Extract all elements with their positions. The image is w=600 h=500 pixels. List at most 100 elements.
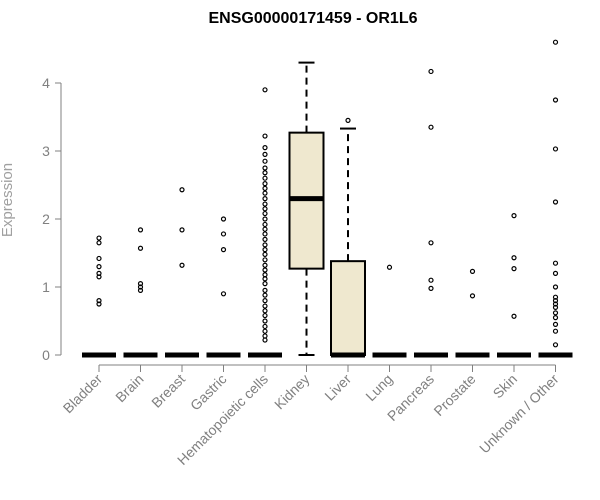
box-series <box>82 39 573 358</box>
outlier-point <box>262 281 268 287</box>
outlier-point <box>511 213 517 219</box>
outlier-point <box>262 216 268 222</box>
outlier-point <box>552 270 559 276</box>
outlier-point <box>262 236 268 242</box>
outlier-point <box>262 298 268 304</box>
outlier-point <box>262 333 268 339</box>
outlier-point <box>262 221 268 228</box>
outlier-point <box>428 124 434 130</box>
outlier-point <box>262 206 268 212</box>
y-tick-label: 3 <box>42 143 50 159</box>
outlier-point <box>262 262 268 268</box>
outlier-point <box>96 264 102 270</box>
x-tick-label: Kidney <box>271 371 313 413</box>
box-group-4 <box>248 87 282 358</box>
outlier-point <box>262 247 268 253</box>
x-tick-label: Breast <box>148 371 188 411</box>
outlier-point <box>262 226 268 232</box>
x-tick-label: Unknown / Other <box>476 371 562 457</box>
outlier-point <box>552 260 559 266</box>
outlier-point <box>262 175 268 181</box>
y-tick-label: 1 <box>42 279 50 295</box>
outlier-point <box>262 190 268 196</box>
outlier-point <box>137 281 144 287</box>
y-tick-label: 2 <box>42 211 50 227</box>
box-group-2 <box>165 187 199 358</box>
outlier-point <box>262 196 268 202</box>
chart-title: ENSG00000171459 - OR1L6 <box>208 10 417 27</box>
box-group-0 <box>82 235 116 358</box>
outlier-point <box>552 199 559 205</box>
outlier-point <box>262 287 268 293</box>
outlier-point <box>262 170 268 176</box>
outlier-point <box>262 303 268 309</box>
box-group-10 <box>497 213 531 358</box>
outlier-point <box>96 298 102 304</box>
x-tick-label: Skin <box>490 371 521 402</box>
outlier-point <box>552 97 559 103</box>
outlier-point <box>262 308 268 314</box>
outlier-point <box>262 158 268 164</box>
outlier-point <box>96 240 102 246</box>
box-group-11 <box>538 39 573 358</box>
outlier-point <box>552 304 559 310</box>
y-tick-label: 0 <box>42 347 50 363</box>
outlier-point <box>552 294 559 300</box>
outlier-point <box>552 342 559 348</box>
outlier-point <box>552 310 559 316</box>
outlier-point <box>262 165 268 171</box>
outlier-point <box>137 287 144 293</box>
outlier-point <box>96 301 102 307</box>
outlier-point <box>262 292 268 298</box>
outlier-point <box>552 298 559 304</box>
box-group-7 <box>372 264 407 358</box>
outlier-point <box>262 318 268 324</box>
box-group-1 <box>123 227 158 358</box>
y-axis: 0 1 2 3 4 <box>42 75 62 363</box>
x-tick-label: Lung <box>362 371 395 404</box>
outlier-point <box>262 87 268 93</box>
outlier-point <box>137 245 144 251</box>
outlier-point <box>511 266 517 272</box>
outlier-point <box>220 231 227 237</box>
outlier-point <box>262 337 268 343</box>
outlier-point <box>552 315 559 321</box>
outlier-point <box>262 323 268 330</box>
box-group-9 <box>455 268 490 358</box>
outlier-point <box>469 293 476 299</box>
outlier-point <box>511 255 517 261</box>
outlier-point <box>552 39 559 45</box>
outlier-point <box>137 227 144 233</box>
outlier-point <box>262 272 268 278</box>
outlier-point <box>220 291 227 297</box>
x-tick-label: Brain <box>112 371 146 405</box>
outlier-point <box>220 216 227 222</box>
outlier-point <box>262 151 268 157</box>
outlier-point <box>96 274 102 280</box>
outlier-point <box>386 264 393 270</box>
outlier-point <box>428 285 434 291</box>
outlier-point <box>262 257 268 263</box>
outlier-point <box>137 284 144 290</box>
outlier-point <box>179 227 185 233</box>
x-tick-label: Bladder <box>60 371 106 417</box>
outlier-point <box>262 185 268 191</box>
outlier-point <box>96 270 102 276</box>
outlier-point <box>262 133 268 139</box>
outlier-point <box>262 231 268 237</box>
outlier-point <box>262 267 268 273</box>
outlier-point <box>428 277 434 283</box>
outlier-point <box>428 68 434 75</box>
box-iqr <box>330 260 366 356</box>
outlier-point <box>262 242 268 248</box>
outlier-point <box>262 312 268 319</box>
x-tick-label: Prostate <box>430 371 478 419</box>
box-group-5 <box>288 61 325 356</box>
box-group-8 <box>414 68 448 358</box>
outlier-point <box>552 146 559 152</box>
outlier-point <box>262 181 268 187</box>
outlier-point <box>262 251 268 257</box>
outlier-point <box>96 255 102 262</box>
